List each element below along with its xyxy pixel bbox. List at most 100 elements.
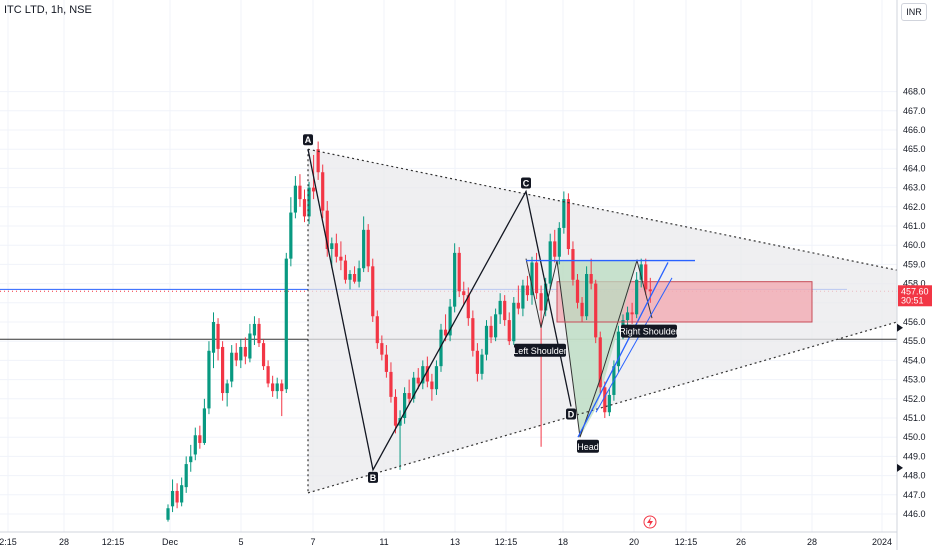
price-tick-label: 463.0: [903, 183, 926, 193]
candle-body: [403, 393, 407, 418]
candle-body: [207, 350, 211, 409]
time-tick-label: 2:15: [0, 537, 17, 547]
candle-body: [425, 366, 429, 382]
price-tick-label: 466.0: [903, 125, 926, 135]
price-tick-label: 462.0: [903, 202, 926, 212]
candle-body: [202, 408, 206, 443]
candle-body: [430, 381, 434, 390]
candle-body: [457, 252, 461, 292]
labels-layer: A B C D Left Shoulder Head Right Shoulder 457.6…: [303, 134, 932, 529]
candle-body: [480, 354, 484, 374]
price-tick-label: 459.0: [903, 259, 926, 269]
candle-body: [289, 212, 293, 259]
candle-body: [516, 302, 520, 309]
candle-body: [248, 333, 252, 359]
symbol-title: ITC LTD, 1h, NSE: [4, 4, 92, 16]
last-price-badge: [898, 285, 932, 307]
candle-body: [252, 323, 257, 336]
candle-body: [557, 227, 561, 257]
price-tick-label: 456.0: [903, 317, 926, 327]
time-tick-label: 12:15: [675, 537, 698, 547]
price-tick-label: 461.0: [903, 221, 926, 231]
currency-badge[interactable]: INR: [901, 3, 927, 21]
candle-body: [475, 350, 479, 374]
last-price-text: 457.60: [901, 286, 929, 296]
candle-body: [257, 323, 261, 344]
lightning-icon-glyph: [647, 517, 653, 527]
drawings-fill-layer: [308, 149, 897, 493]
candle-body: [416, 377, 420, 384]
candle-body: [471, 318, 475, 351]
candle-body: [261, 343, 266, 367]
price-tick-label: 464.0: [903, 163, 926, 173]
candle-body: [571, 249, 575, 280]
candle-body: [453, 252, 457, 307]
candle-body: [494, 314, 498, 338]
candle-body: [175, 490, 179, 503]
candle-body: [221, 346, 225, 394]
candle-body: [412, 377, 416, 399]
price-tick-label: 467.0: [903, 106, 926, 116]
candle-body: [348, 274, 352, 280]
price-tick-label: 455.0: [903, 336, 926, 346]
candle-body: [198, 435, 202, 443]
drawings-line-layer: [307, 148, 898, 494]
candle-body: [439, 329, 443, 367]
candle-body: [321, 172, 325, 211]
pattern-label-box: [514, 343, 566, 357]
candle-body: [644, 264, 648, 290]
price-marker-arrow: [897, 463, 903, 472]
candle-body: [443, 329, 448, 336]
candle-body: [271, 383, 275, 392]
point-label-C: C: [523, 178, 530, 188]
time-tick-label: 13: [450, 537, 460, 547]
candle-body: [521, 285, 525, 309]
price-tick-label: 465.0: [903, 144, 926, 154]
price-tick-label: 458.0: [903, 279, 926, 289]
candle-body: [580, 302, 584, 317]
point-label-box: [566, 408, 576, 420]
candle-body: [544, 283, 548, 311]
price-tick-label: 451.0: [903, 413, 926, 423]
candle-body: [280, 383, 284, 392]
candle-body: [594, 283, 598, 338]
candle-body: [625, 312, 630, 321]
candle-body: [184, 464, 188, 488]
price-tick-label: 452.0: [903, 394, 926, 404]
candle-body: [339, 256, 343, 261]
candle-body: [639, 264, 643, 280]
candle-body: [316, 149, 320, 173]
candle-body: [193, 435, 197, 455]
candle-body: [421, 366, 425, 384]
candle-body: [334, 243, 338, 257]
point-label-B: B: [370, 473, 377, 483]
candle-body: [462, 291, 466, 296]
time-tick-label: 18: [558, 537, 568, 547]
candle-body: [375, 316, 379, 344]
pattern-label: Right Shoulder: [619, 327, 679, 337]
candle-body: [211, 322, 216, 353]
candle-body: [284, 258, 288, 390]
time-tick-label: 28: [807, 537, 817, 547]
candle-body: [298, 185, 302, 200]
time-tick-label: Dec: [162, 537, 179, 547]
point-label-box: [521, 177, 531, 189]
candle-body: [616, 331, 621, 367]
candle-body: [389, 371, 393, 397]
time-tick-label: 12:15: [495, 537, 518, 547]
trendline-blue-2: [595, 277, 673, 413]
trendline-blue: [577, 262, 669, 438]
candle-body: [325, 210, 329, 250]
candle-body: [548, 241, 552, 284]
point-label-D: D: [568, 409, 575, 419]
price-marker-arrow: [897, 323, 903, 332]
point-label-box: [368, 471, 378, 483]
price-tick-label: 446.0: [903, 509, 926, 519]
time-tick-label: 11: [379, 537, 388, 547]
price-tick-label: 453.0: [903, 375, 926, 385]
pattern-label: Head: [577, 442, 599, 452]
candle-body: [216, 323, 220, 349]
candle-body: [180, 485, 184, 503]
candle-body: [566, 199, 570, 250]
